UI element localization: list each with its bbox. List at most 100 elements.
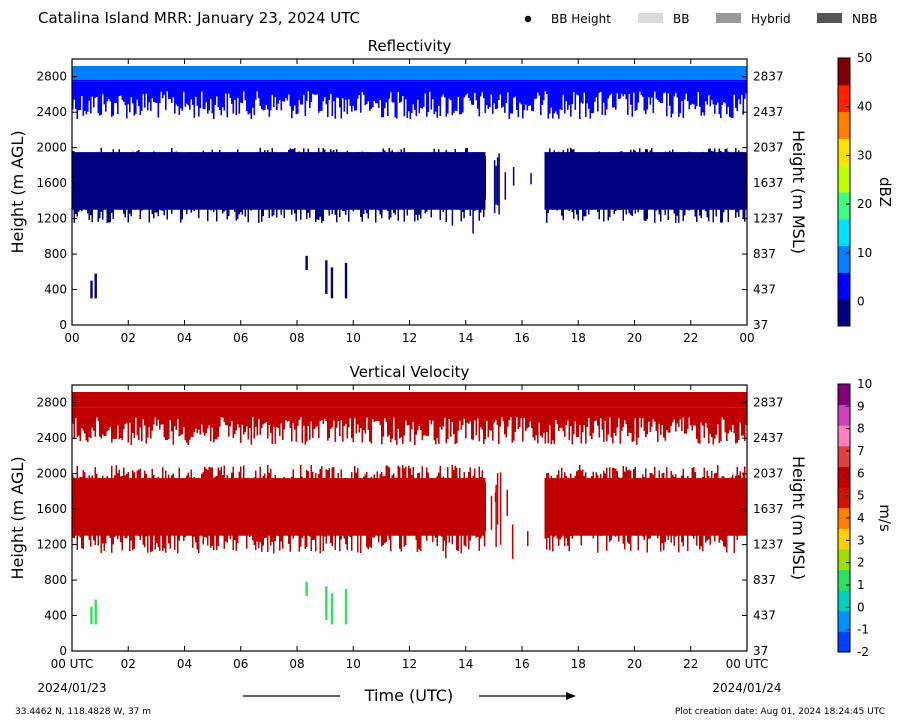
colorbar-tick-label: 2 bbox=[857, 556, 865, 570]
middle-streak bbox=[334, 167, 336, 215]
middle-streak bbox=[640, 484, 642, 535]
middle-streak bbox=[369, 164, 371, 195]
middle-streak bbox=[670, 470, 672, 543]
upper-band-streak bbox=[148, 81, 151, 103]
upper-band-streak bbox=[331, 81, 334, 116]
upper-band-streak bbox=[697, 407, 700, 444]
upper-band-streak bbox=[90, 81, 92, 114]
upper-band-streak bbox=[237, 407, 239, 425]
middle-streak bbox=[261, 158, 263, 222]
upper-band-streak bbox=[613, 81, 616, 108]
upper-band-streak bbox=[201, 407, 203, 425]
middle-streak bbox=[175, 482, 177, 529]
middle-streak bbox=[637, 165, 639, 213]
upper-band-streak bbox=[330, 81, 332, 94]
middle-streak bbox=[741, 151, 743, 209]
middle-streak bbox=[588, 168, 590, 215]
middle-streak bbox=[649, 150, 651, 203]
upper-band-streak bbox=[571, 81, 574, 105]
middle-streak bbox=[604, 473, 606, 530]
upper-band-streak bbox=[160, 407, 163, 425]
upper-band-streak bbox=[300, 81, 302, 105]
x-tick-label: 00 bbox=[64, 331, 79, 345]
upper-band-streak bbox=[469, 81, 472, 101]
middle-streak bbox=[208, 153, 210, 206]
middle-streak bbox=[283, 167, 285, 219]
middle-streak bbox=[109, 160, 111, 223]
upper-band-streak bbox=[678, 407, 680, 427]
upper-band-streak bbox=[550, 407, 553, 445]
upper-band-streak bbox=[654, 407, 656, 422]
upper-band-streak bbox=[216, 81, 218, 97]
middle-streak bbox=[265, 153, 267, 198]
upper-band-streak bbox=[546, 81, 548, 95]
middle-streak bbox=[141, 160, 143, 211]
upper-band-streak bbox=[108, 407, 110, 431]
upper-band-streak bbox=[517, 407, 520, 430]
middle-streak bbox=[379, 168, 381, 215]
y-tick-label-left: 800 bbox=[44, 247, 67, 261]
upper-band-streak bbox=[372, 81, 374, 108]
upper-band-streak bbox=[574, 407, 577, 422]
upper-band-streak bbox=[117, 81, 119, 115]
upper-band-streak bbox=[303, 407, 305, 426]
middle-streak bbox=[87, 164, 89, 214]
upper-band-streak bbox=[612, 407, 614, 444]
upper-band-streak bbox=[210, 81, 212, 100]
upper-band-streak bbox=[591, 407, 593, 440]
middle-streak bbox=[363, 476, 365, 527]
upper-band-streak bbox=[421, 81, 424, 109]
middle-streak bbox=[300, 464, 302, 547]
middle-streak bbox=[364, 168, 366, 200]
upper-band-streak bbox=[727, 407, 730, 434]
upper-band-streak bbox=[409, 81, 412, 119]
middle-streak bbox=[723, 161, 725, 213]
middle-streak bbox=[591, 475, 593, 531]
middle-streak bbox=[627, 470, 629, 543]
middle-streak bbox=[115, 160, 117, 197]
middle-streak bbox=[625, 167, 627, 215]
middle-streak bbox=[639, 483, 641, 530]
middle-streak bbox=[697, 480, 699, 525]
middle-streak bbox=[612, 168, 614, 206]
upper-band-streak bbox=[139, 407, 142, 428]
upper-band-streak bbox=[379, 407, 382, 425]
upper-band-streak bbox=[637, 407, 640, 438]
middle-streak bbox=[285, 160, 287, 195]
upper-band-streak bbox=[187, 407, 190, 446]
upper-band-streak bbox=[699, 81, 701, 107]
middle-streak bbox=[610, 478, 612, 540]
middle-streak bbox=[697, 166, 699, 196]
middle-streak bbox=[373, 157, 375, 201]
middle-streak bbox=[301, 476, 303, 539]
scatter-echo bbox=[94, 273, 97, 299]
upper-band-streak bbox=[739, 407, 742, 423]
y-tick-label-left: 800 bbox=[44, 573, 67, 587]
upper-band-streak bbox=[504, 407, 506, 435]
upper-band-streak bbox=[189, 81, 191, 110]
middle-streak bbox=[103, 155, 105, 209]
middle-streak bbox=[700, 165, 702, 219]
upper-band-streak bbox=[649, 407, 652, 432]
middle-streak bbox=[576, 163, 578, 215]
upper-band-streak bbox=[648, 81, 650, 98]
upper-band-streak bbox=[346, 81, 349, 115]
upper-band-streak bbox=[559, 81, 562, 110]
upper-band-streak bbox=[475, 407, 478, 436]
upper-band-streak bbox=[636, 407, 638, 445]
colorbar-segment bbox=[838, 58, 850, 86]
x-tick-label: 16 bbox=[514, 331, 529, 345]
upper-band-streak bbox=[390, 81, 392, 93]
middle-streak bbox=[667, 162, 669, 220]
middle-streak bbox=[238, 471, 240, 525]
middle-streak bbox=[126, 161, 128, 209]
upper-band-streak bbox=[133, 81, 136, 116]
y-tick-label-right: 1637 bbox=[753, 176, 784, 190]
colorbar-tick-label: 50 bbox=[857, 51, 872, 65]
middle-streak bbox=[706, 164, 708, 218]
middle-streak bbox=[369, 479, 371, 547]
upper-band-streak bbox=[496, 407, 499, 425]
colorbar-segment bbox=[838, 425, 850, 447]
middle-streak bbox=[634, 466, 636, 532]
upper-band-streak bbox=[412, 407, 415, 422]
